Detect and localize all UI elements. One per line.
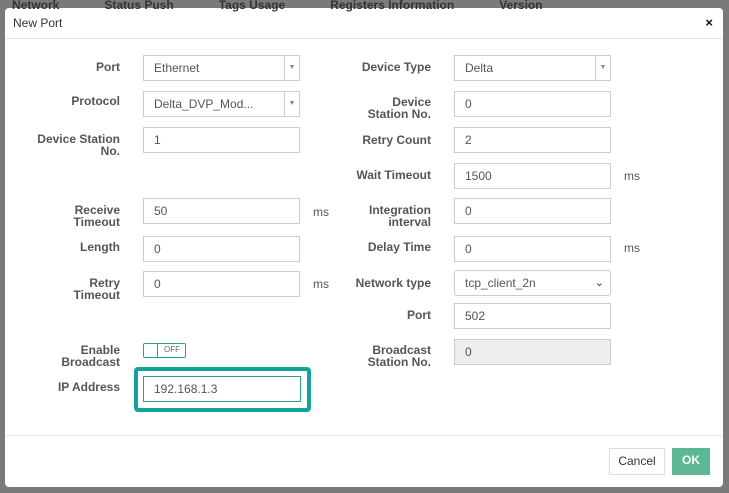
delay-time-input[interactable]: 0 <box>454 236 611 262</box>
caret-icon: ▼ <box>284 92 299 116</box>
protocol-value: Delta_DVP_Mod... <box>154 97 254 111</box>
retry-count-label: Retry Count <box>362 133 431 147</box>
length-label: Length <box>80 240 120 254</box>
background-tabs: Network Status Push Tags Usage Registers In… <box>12 0 588 11</box>
wait-timeout-label: Wait Timeout <box>356 168 431 182</box>
caret-icon: ▼ <box>284 56 299 80</box>
close-icon[interactable]: × <box>705 15 713 30</box>
tab-network: Network <box>12 0 60 12</box>
port-select[interactable]: Ethernet ▼ <box>143 55 300 81</box>
toggle-knob <box>144 344 158 357</box>
retry-timeout-input[interactable]: 0 <box>143 271 300 297</box>
tab-version: Version <box>499 0 543 12</box>
toggle-state: OFF <box>164 345 180 354</box>
device-station-right-label: Device Station No. <box>367 95 431 121</box>
length-input[interactable]: 0 <box>143 236 300 262</box>
enable-broadcast-label: Enable Broadcast <box>61 343 120 369</box>
retry-timeout-label: Retry Timeout <box>73 276 120 302</box>
caret-icon: ▼ <box>595 56 610 80</box>
device-type-label: Device Type <box>361 60 431 74</box>
device-type-value: Delta <box>465 61 494 75</box>
delay-time-unit: ms <box>624 241 640 255</box>
protocol-select[interactable]: Delta_DVP_Mod... ▼ <box>143 91 300 117</box>
broadcast-station-input: 0 <box>454 339 611 365</box>
enable-broadcast-toggle[interactable]: OFF <box>143 343 186 358</box>
ip-address-highlight <box>134 367 311 412</box>
receive-timeout-input[interactable]: 50 <box>143 198 300 224</box>
retry-timeout-unit: ms <box>313 277 329 291</box>
broadcast-station-label: Broadcast Station No. <box>367 343 431 369</box>
device-station-input[interactable]: 1 <box>143 127 300 153</box>
new-port-dialog: New Port × Port Ethernet ▼ Protocol Delta… <box>5 8 723 487</box>
integration-interval-input[interactable]: 0 <box>454 198 611 224</box>
cancel-button[interactable]: Cancel <box>609 448 665 475</box>
header-divider <box>5 38 723 39</box>
network-type-value: tcp_client_2n <box>465 276 536 290</box>
retry-count-input[interactable]: 2 <box>454 127 611 153</box>
footer-divider <box>5 435 723 436</box>
port-label: Port <box>96 60 120 74</box>
protocol-label: Protocol <box>71 94 120 108</box>
device-station-label: Device Station No. <box>37 132 120 158</box>
ip-address-label: IP Address <box>57 380 120 394</box>
chevron-down-icon: ⌄ <box>594 277 604 289</box>
wait-timeout-input[interactable]: 1500 <box>454 163 611 189</box>
dialog-title: New Port <box>13 16 63 30</box>
receive-timeout-label: Receive Timeout <box>73 203 120 229</box>
port-right-label: Port <box>407 308 431 322</box>
network-type-select[interactable]: tcp_client_2n ⌄ <box>454 270 611 296</box>
device-station-right-input[interactable]: 0 <box>454 91 611 117</box>
tab-tags-usage: Tags Usage <box>218 0 286 12</box>
port-value: Ethernet <box>154 61 200 75</box>
receive-timeout-unit: ms <box>313 205 329 219</box>
network-type-label: Network type <box>355 276 431 290</box>
tab-registers-information: Registers Information <box>330 0 455 12</box>
wait-timeout-unit: ms <box>624 169 640 183</box>
ip-address-input[interactable]: 192.168.1.3 <box>143 376 301 402</box>
integration-interval-label: Integration interval <box>369 203 431 229</box>
device-type-select[interactable]: Delta ▼ <box>454 55 611 81</box>
tab-status-push: Status Push <box>104 0 174 12</box>
delay-time-label: Delay Time <box>367 240 431 254</box>
ok-button[interactable]: OK <box>672 448 710 475</box>
port-right-input[interactable]: 502 <box>454 303 611 329</box>
